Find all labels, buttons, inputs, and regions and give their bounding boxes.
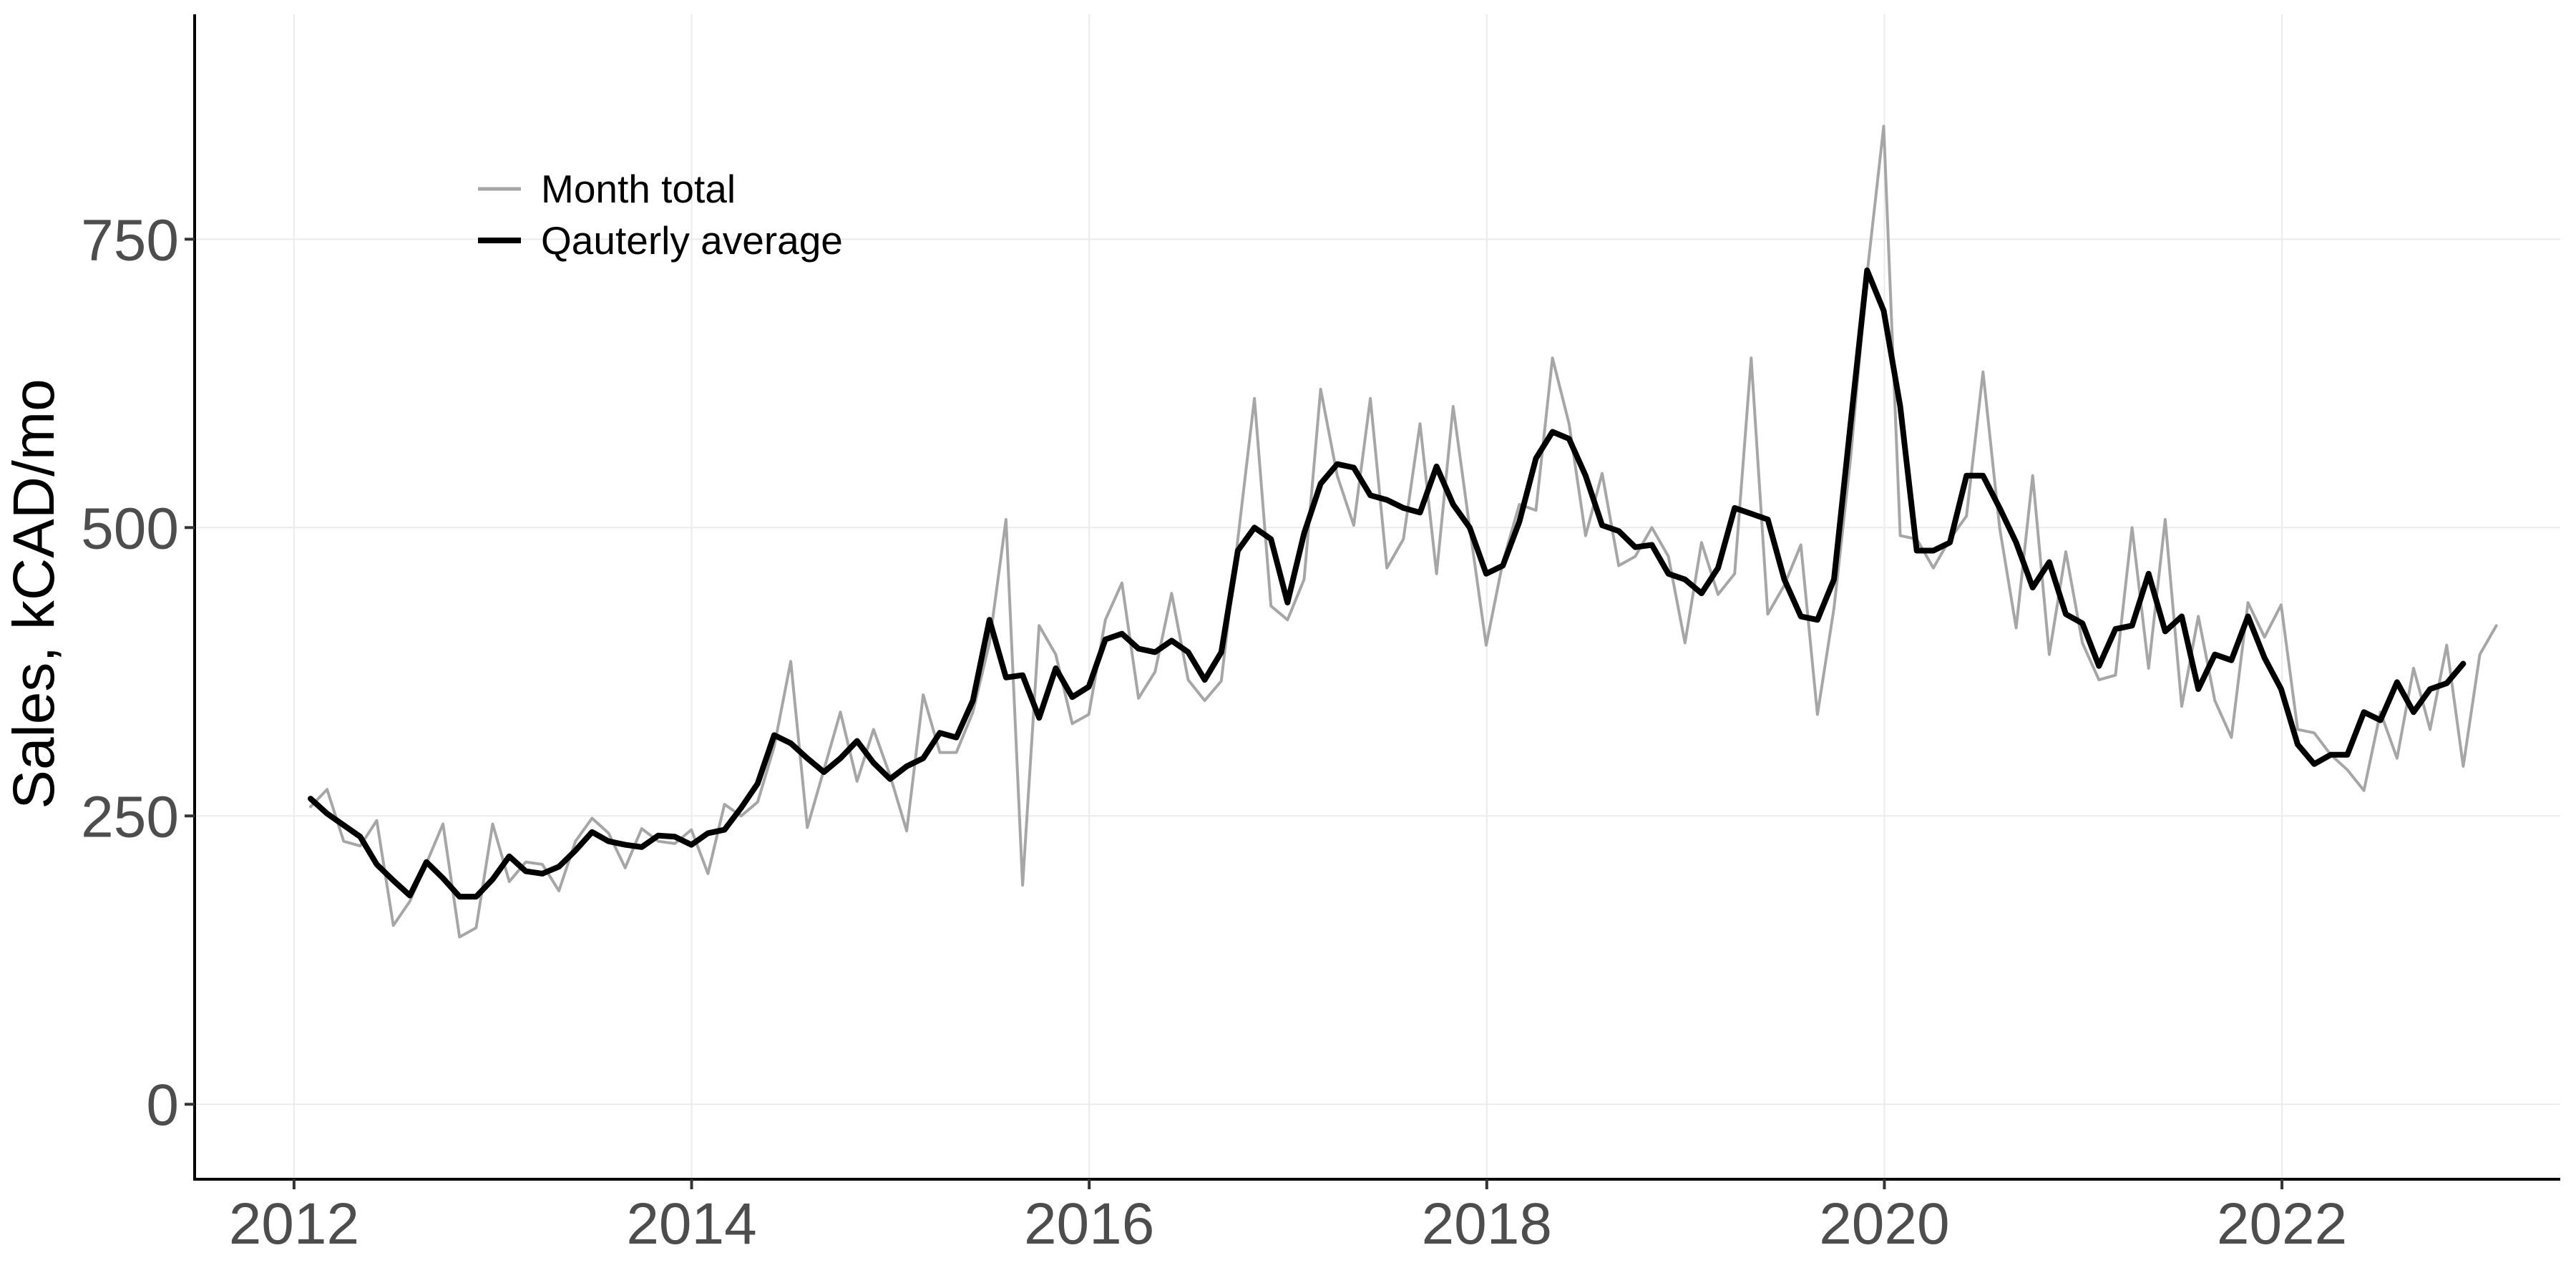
series-line-quarterly-average <box>308 267 2467 900</box>
x-tick-label: 2012 <box>229 1191 359 1257</box>
series-lines <box>308 125 2498 939</box>
y-tick-label: 0 <box>146 1073 179 1138</box>
axes <box>193 14 2560 1181</box>
x-tick-label: 2022 <box>2217 1191 2347 1257</box>
series-line-month-total <box>309 125 2498 939</box>
x-tick-label: 2020 <box>1819 1191 1949 1257</box>
y-tick-label: 750 <box>81 208 179 273</box>
tick-labels: 2012 2014 2016 2018 2020 2022 0 250 500 750 <box>81 208 2347 1257</box>
legend: Month total Qauterly average <box>478 167 843 263</box>
y-tick-label: 500 <box>81 496 179 561</box>
y-axis-title: Sales, kCAD/mo <box>1 379 67 809</box>
x-tick-label: 2016 <box>1024 1191 1154 1257</box>
legend-label-month-total: Month total <box>541 167 736 211</box>
y-tick-label: 250 <box>81 784 179 849</box>
x-tick-label: 2014 <box>626 1191 756 1257</box>
legend-label-quarterly-average: Qauterly average <box>541 218 843 263</box>
x-tick-label: 2018 <box>1422 1191 1552 1257</box>
